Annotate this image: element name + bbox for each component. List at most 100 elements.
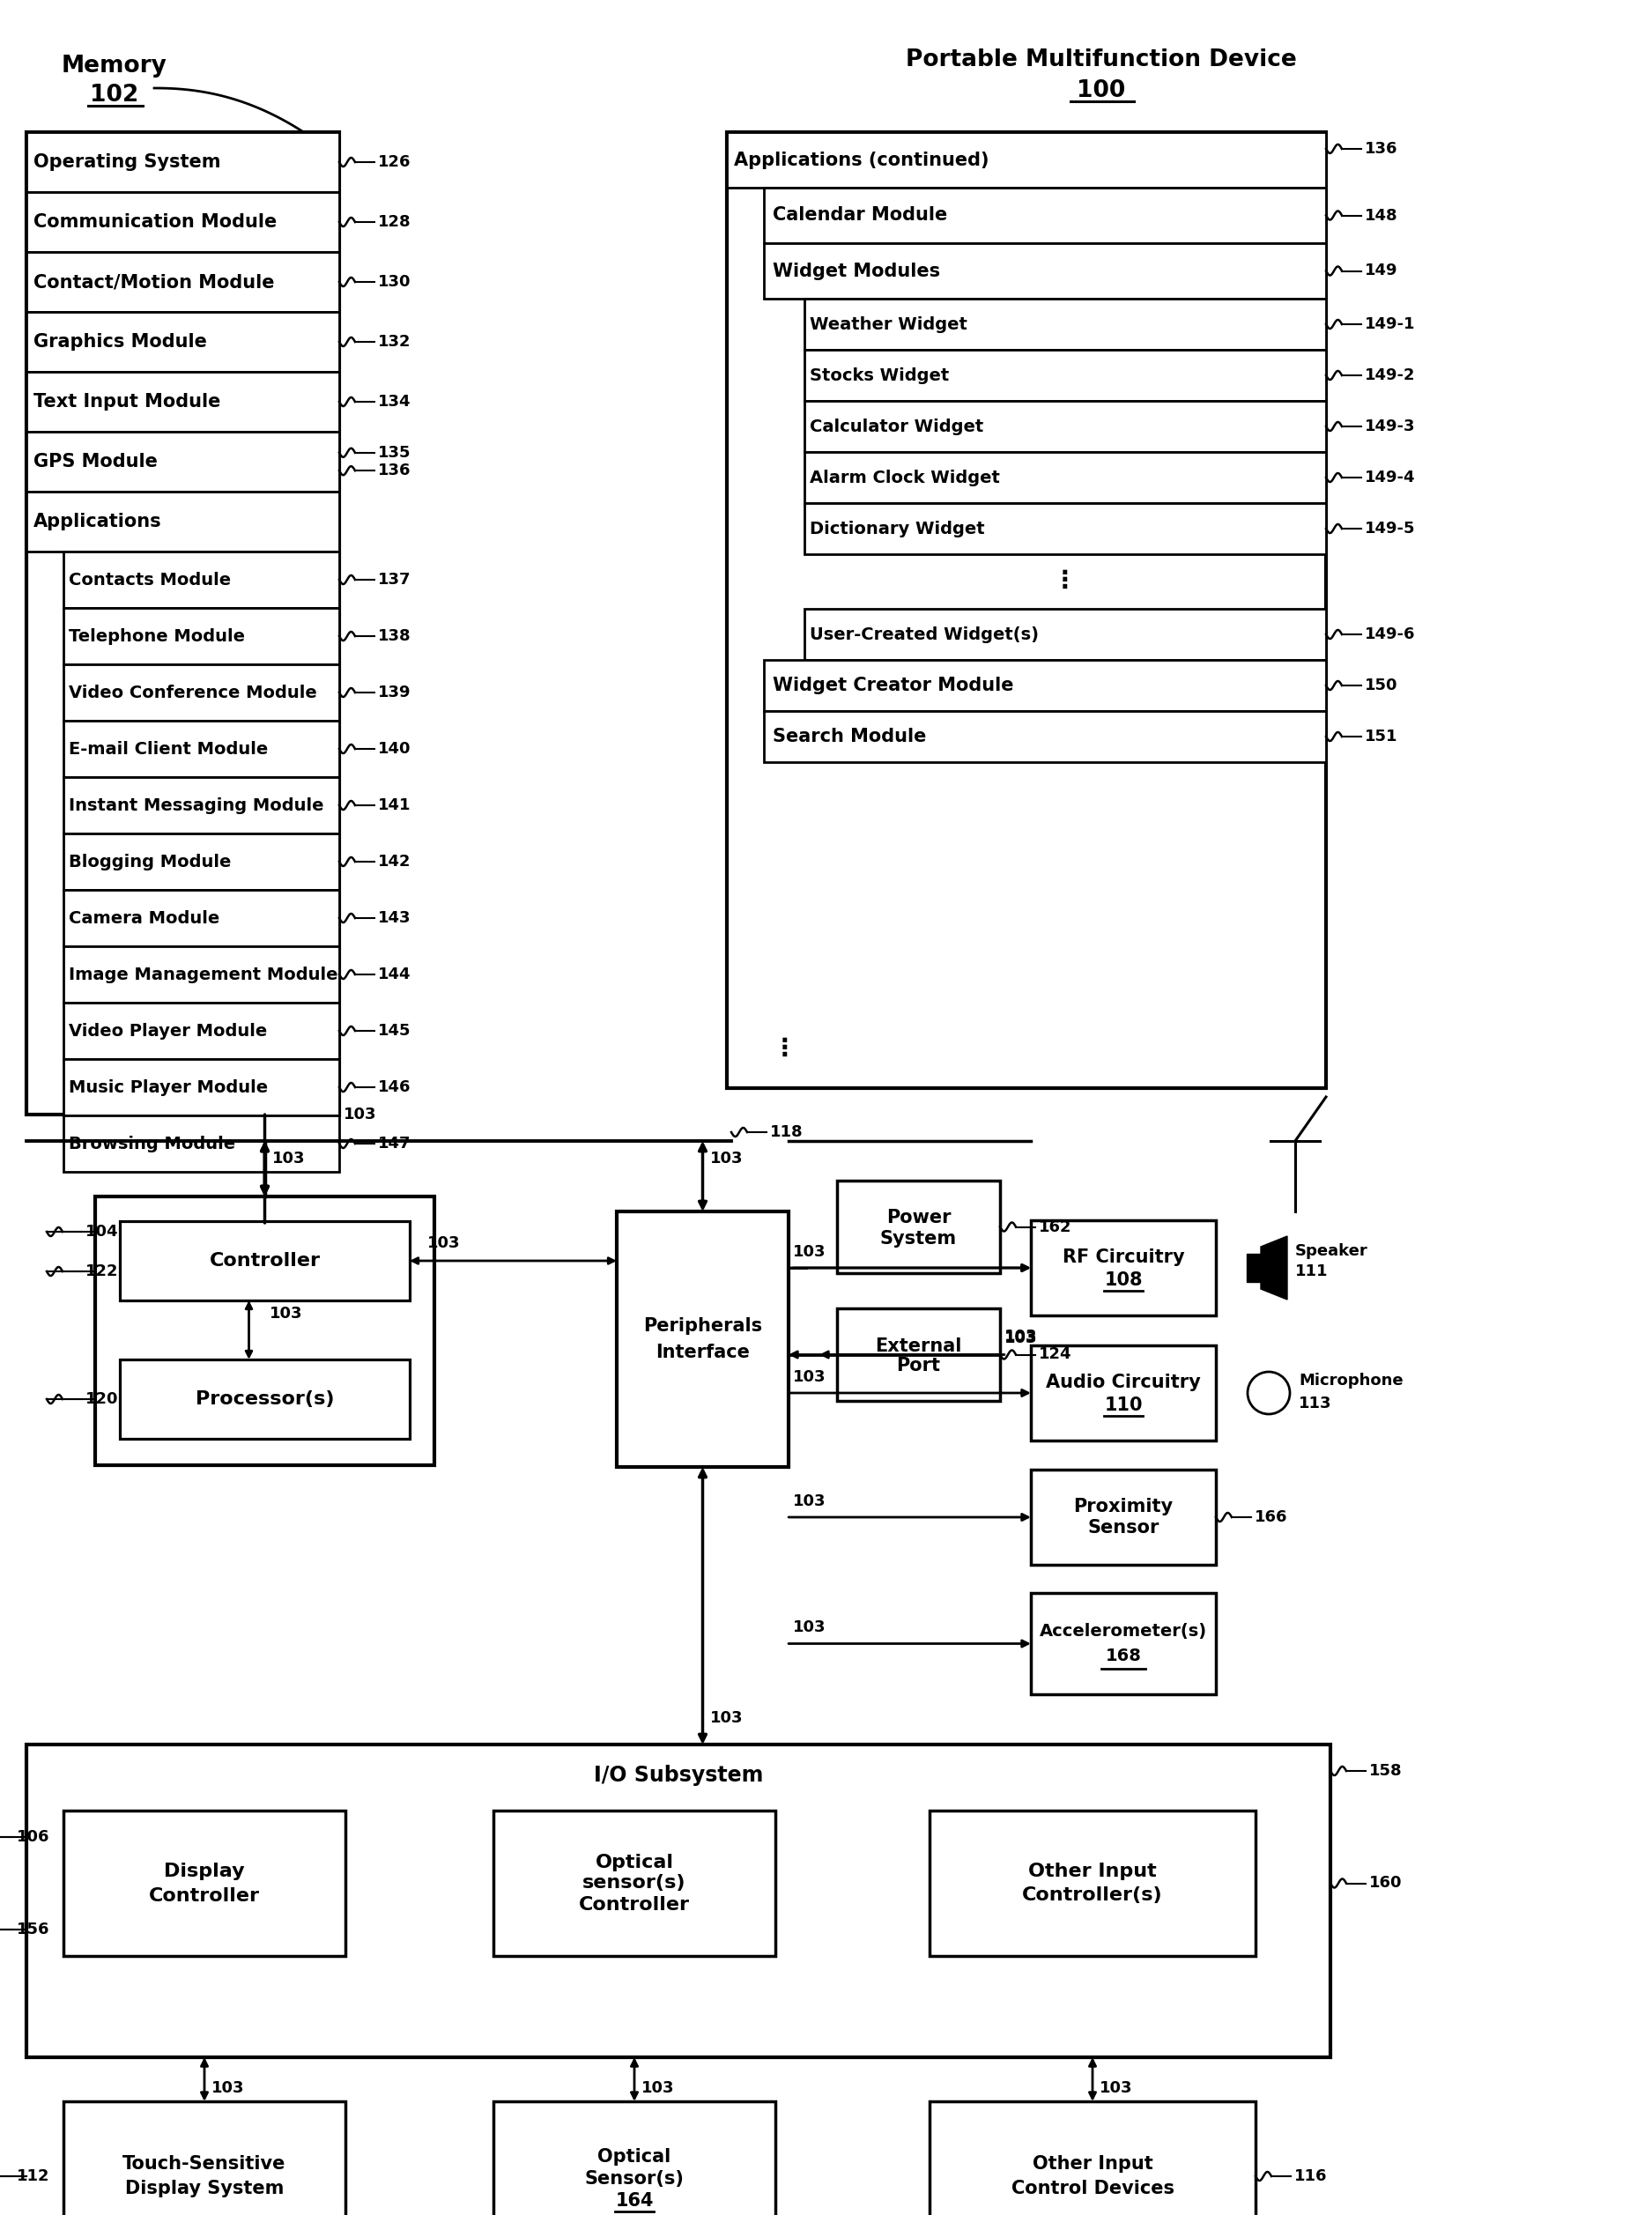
Bar [63, 890, 339, 946]
Text: Communication Module: Communication Module [33, 213, 278, 230]
Text: 137: 137 [378, 571, 411, 587]
Text: Graphics Module: Graphics Module [33, 332, 206, 350]
Text: Image Management Module: Image Management Module [69, 966, 339, 983]
Bar [26, 253, 339, 312]
Bar [838, 1181, 999, 1274]
Bar [727, 133, 1327, 188]
Text: ⋮: ⋮ [773, 1037, 798, 1061]
Text: 103: 103 [269, 1307, 302, 1322]
Text: 103: 103 [641, 2080, 674, 2095]
Bar [805, 452, 1327, 503]
Text: Camera Module: Camera Module [69, 910, 220, 926]
Text: 130: 130 [378, 275, 411, 290]
Bar [763, 188, 1327, 244]
Bar [63, 2102, 345, 2215]
Text: 150: 150 [1365, 678, 1398, 693]
Text: External: External [876, 1338, 961, 1356]
Text: 118: 118 [770, 1125, 803, 1141]
Text: sensor(s): sensor(s) [583, 1874, 686, 1892]
Bar [805, 350, 1327, 401]
Bar [26, 1745, 1330, 2058]
Text: Text Input Module: Text Input Module [33, 392, 221, 410]
Bar [763, 711, 1327, 762]
Text: Memory: Memory [61, 55, 167, 78]
Bar [805, 401, 1327, 452]
Text: User-Created Widget(s): User-Created Widget(s) [809, 627, 1039, 642]
Text: 141: 141 [378, 797, 411, 813]
Text: 103: 103 [793, 1245, 826, 1260]
Bar [63, 607, 339, 664]
Text: ⋮: ⋮ [1052, 569, 1077, 594]
Text: Contacts Module: Contacts Module [69, 571, 231, 589]
Bar [63, 1810, 345, 1956]
Text: Audio Circuitry: Audio Circuitry [1046, 1373, 1201, 1391]
Text: 145: 145 [378, 1023, 411, 1039]
Text: 108: 108 [1104, 1271, 1143, 1289]
Bar [930, 1810, 1256, 1956]
Text: Widget Creator Module: Widget Creator Module [773, 676, 1014, 693]
Text: 162: 162 [1039, 1218, 1072, 1234]
Bar [1031, 1345, 1216, 1440]
Text: 113: 113 [1298, 1395, 1332, 1411]
Bar [26, 432, 339, 492]
Text: Power: Power [885, 1209, 952, 1227]
Text: Optical: Optical [598, 2149, 671, 2166]
Text: 138: 138 [378, 629, 411, 645]
Text: System: System [881, 1229, 957, 1247]
Text: 120: 120 [86, 1391, 119, 1407]
Text: 168: 168 [1105, 1648, 1142, 1663]
Text: 128: 128 [378, 215, 411, 230]
Text: 116: 116 [1294, 2168, 1327, 2184]
Bar [63, 1059, 339, 1116]
Text: 103: 103 [211, 2080, 244, 2095]
Bar [63, 946, 339, 1003]
Text: Controller: Controller [578, 1896, 691, 1914]
Text: Alarm Clock Widget: Alarm Clock Widget [809, 470, 999, 485]
Text: Proximity: Proximity [1074, 1497, 1173, 1515]
Text: Controller: Controller [210, 1251, 320, 1269]
Bar [930, 2102, 1256, 2215]
Text: Port: Port [897, 1358, 940, 1376]
Text: Applications (continued): Applications (continued) [733, 151, 990, 168]
Text: 135: 135 [378, 445, 411, 461]
Text: Optical: Optical [595, 1854, 674, 1872]
Text: 149-3: 149-3 [1365, 419, 1416, 434]
Bar [26, 193, 339, 253]
Text: 134: 134 [378, 394, 411, 410]
Text: 103: 103 [793, 1619, 826, 1635]
Text: 103: 103 [1004, 1331, 1037, 1347]
Text: 139: 139 [378, 684, 411, 700]
Text: 111: 111 [1295, 1263, 1328, 1280]
Text: Sensor: Sensor [1087, 1519, 1160, 1537]
Text: GPS Module: GPS Module [33, 452, 157, 470]
Bar [1031, 1593, 1216, 1694]
Text: 142: 142 [378, 853, 411, 870]
Text: 160: 160 [1370, 1876, 1403, 1892]
Bar [26, 492, 339, 552]
Text: Operating System: Operating System [33, 153, 221, 171]
Bar [1247, 1254, 1260, 1282]
Bar [26, 372, 339, 432]
Bar [805, 503, 1327, 554]
Bar [63, 1003, 339, 1059]
Bar [838, 1309, 999, 1400]
Bar [1031, 1220, 1216, 1316]
Circle shape [1247, 1371, 1290, 1413]
Text: 147: 147 [378, 1136, 411, 1152]
Text: 103: 103 [793, 1493, 826, 1508]
Text: 103: 103 [428, 1236, 461, 1251]
Text: 149-5: 149-5 [1365, 521, 1416, 536]
Text: 158: 158 [1370, 1763, 1403, 1779]
Text: Dictionary Widget: Dictionary Widget [809, 521, 985, 536]
Bar [121, 1360, 410, 1440]
Text: 122: 122 [86, 1263, 119, 1280]
Text: 106: 106 [17, 1830, 50, 1845]
Text: 124: 124 [1039, 1347, 1072, 1362]
Text: Browsing Module: Browsing Module [69, 1136, 235, 1152]
Text: Sensor(s): Sensor(s) [585, 2171, 684, 2188]
Bar [763, 244, 1327, 299]
Text: 103: 103 [1004, 1329, 1037, 1345]
Bar [63, 777, 339, 833]
Text: 103: 103 [1100, 2080, 1133, 2095]
Text: 136: 136 [1365, 142, 1398, 157]
